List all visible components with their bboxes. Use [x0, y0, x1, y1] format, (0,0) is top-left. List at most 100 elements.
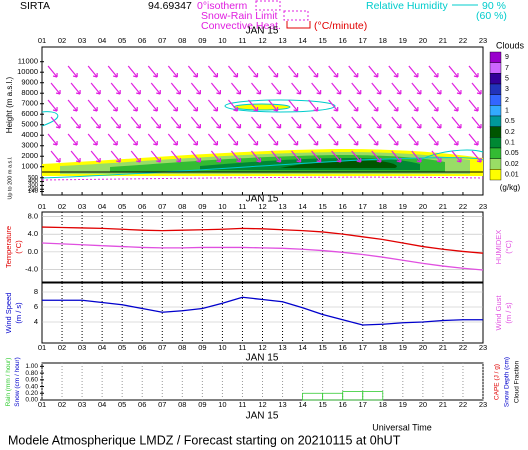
wind-arrow [147, 65, 158, 78]
x-tick-label: 18 [379, 202, 387, 211]
y-tick-label: 11000 [18, 57, 38, 66]
x-tick-label: 08 [178, 400, 186, 409]
x-tick-label: 17 [359, 202, 367, 211]
x-tick-label: 01 [38, 343, 46, 352]
x-tick-label: 04 [98, 343, 106, 352]
wind-arrow [328, 65, 339, 78]
wind-arrow [268, 65, 279, 78]
y-tick-label: 0.80 [25, 370, 38, 377]
wind-arrow-head [92, 141, 98, 146]
x-tick-label: 23 [479, 343, 487, 352]
wind-arrow-head [376, 158, 382, 163]
x-tick-label: 18 [379, 343, 387, 352]
wind-arrow-head [476, 124, 482, 129]
x-tick-label: 11 [239, 202, 247, 211]
wind-arrow [87, 133, 98, 146]
x-tick-label: 01 [38, 400, 46, 409]
axis-label: Temperature [4, 226, 13, 268]
x-tick-label: 15 [318, 202, 326, 211]
wind-arrow [271, 150, 282, 163]
wind-arrow-head [376, 90, 382, 95]
wind-arrow-head [116, 124, 121, 129]
x-tick-label: 02 [58, 202, 66, 211]
x-tick-label: 06 [138, 343, 146, 352]
x-tick-label: 07 [158, 36, 166, 45]
wind-arrow-head [52, 73, 58, 78]
x-tick-label: 06 [138, 36, 146, 45]
x-tick-label: 10 [218, 36, 226, 45]
wind-arrow [271, 82, 282, 95]
humidity-contour [224, 99, 336, 113]
wind-arrow [428, 99, 439, 112]
wind-arrow-head [213, 73, 219, 78]
wind-arrow [348, 99, 359, 112]
wind-arrow [50, 116, 61, 129]
wind-arrow-head [396, 90, 402, 95]
wind-arrow [471, 116, 482, 129]
wind-arrow [451, 82, 462, 95]
wind-arrow-head [233, 73, 239, 78]
x-tick-label: 18 [379, 36, 387, 45]
wind-arrow [127, 99, 138, 112]
x-tick-label: 01 [38, 36, 46, 45]
wind-arrow [150, 82, 161, 95]
wind-arrow-head [373, 107, 379, 112]
cloud-layer [280, 160, 397, 168]
y-tick-label: 140 [28, 189, 39, 195]
x-tick-label: 17 [359, 400, 367, 409]
colorbar-box [489, 105, 502, 117]
wind-arrow-head [196, 158, 201, 163]
wind-arrow [368, 133, 379, 146]
x-tick-label: 11 [239, 400, 247, 409]
x-tick-label: 04 [98, 202, 106, 211]
wind-arrow-head [353, 73, 359, 78]
y-tick-label: 200 [28, 187, 39, 193]
colorbar-title: Clouds [496, 40, 525, 50]
x-tick-label: 12 [258, 36, 266, 45]
wind-arrow-head [293, 73, 299, 78]
wind-arrow-head [333, 141, 339, 146]
wind-arrow [210, 116, 221, 129]
x-tick-label: 23 [479, 400, 487, 409]
wind-arrow-head [276, 124, 282, 129]
wind-arrow [110, 150, 121, 163]
wind-arrow-head [433, 141, 439, 146]
colorbar-box [489, 147, 502, 159]
wind-arrow [291, 82, 302, 95]
x-tick-label: 21 [439, 343, 447, 352]
wind-arrow [408, 133, 419, 146]
wind-arrow-head [433, 107, 439, 112]
wind-arrow [167, 133, 178, 146]
wind-arrow [388, 133, 399, 146]
colorbar-label: 0.02 [505, 161, 519, 168]
wind-arrow-head [333, 107, 339, 112]
x-tick-label: 07 [158, 400, 166, 409]
wind-arrow [288, 65, 299, 78]
wind-arrow [348, 133, 359, 146]
x-tick-label: 21 [439, 202, 447, 211]
x-tick-label: 20 [419, 202, 427, 211]
wind-arrow [110, 82, 121, 95]
axis-label: (m / s) [504, 302, 513, 324]
wind-arrow-head [456, 90, 462, 95]
y-tick-label: 10000 [17, 67, 38, 76]
wind-arrow [428, 65, 439, 78]
wind-arrow [248, 65, 258, 78]
y-tick-label: 0.20 [25, 390, 38, 397]
wind-arrow [308, 133, 319, 146]
wind-arrow-head [296, 90, 302, 95]
wind-arrow-head [153, 141, 158, 146]
wind-arrow-head [416, 124, 422, 129]
wind-arrow-head [75, 158, 81, 163]
wind-arrow-head [176, 124, 181, 129]
wind-arrow [150, 150, 161, 163]
colorbar-box [489, 158, 502, 170]
x-tick-label: 03 [78, 343, 86, 352]
wind-arrow-head [436, 90, 442, 95]
wind-arrow [190, 150, 201, 163]
wind-arrow [70, 82, 81, 95]
wind-arrow [431, 150, 442, 163]
colorbar-box [489, 62, 502, 74]
wind-arrow-head [156, 124, 161, 129]
wind-arrow-head [316, 158, 322, 163]
